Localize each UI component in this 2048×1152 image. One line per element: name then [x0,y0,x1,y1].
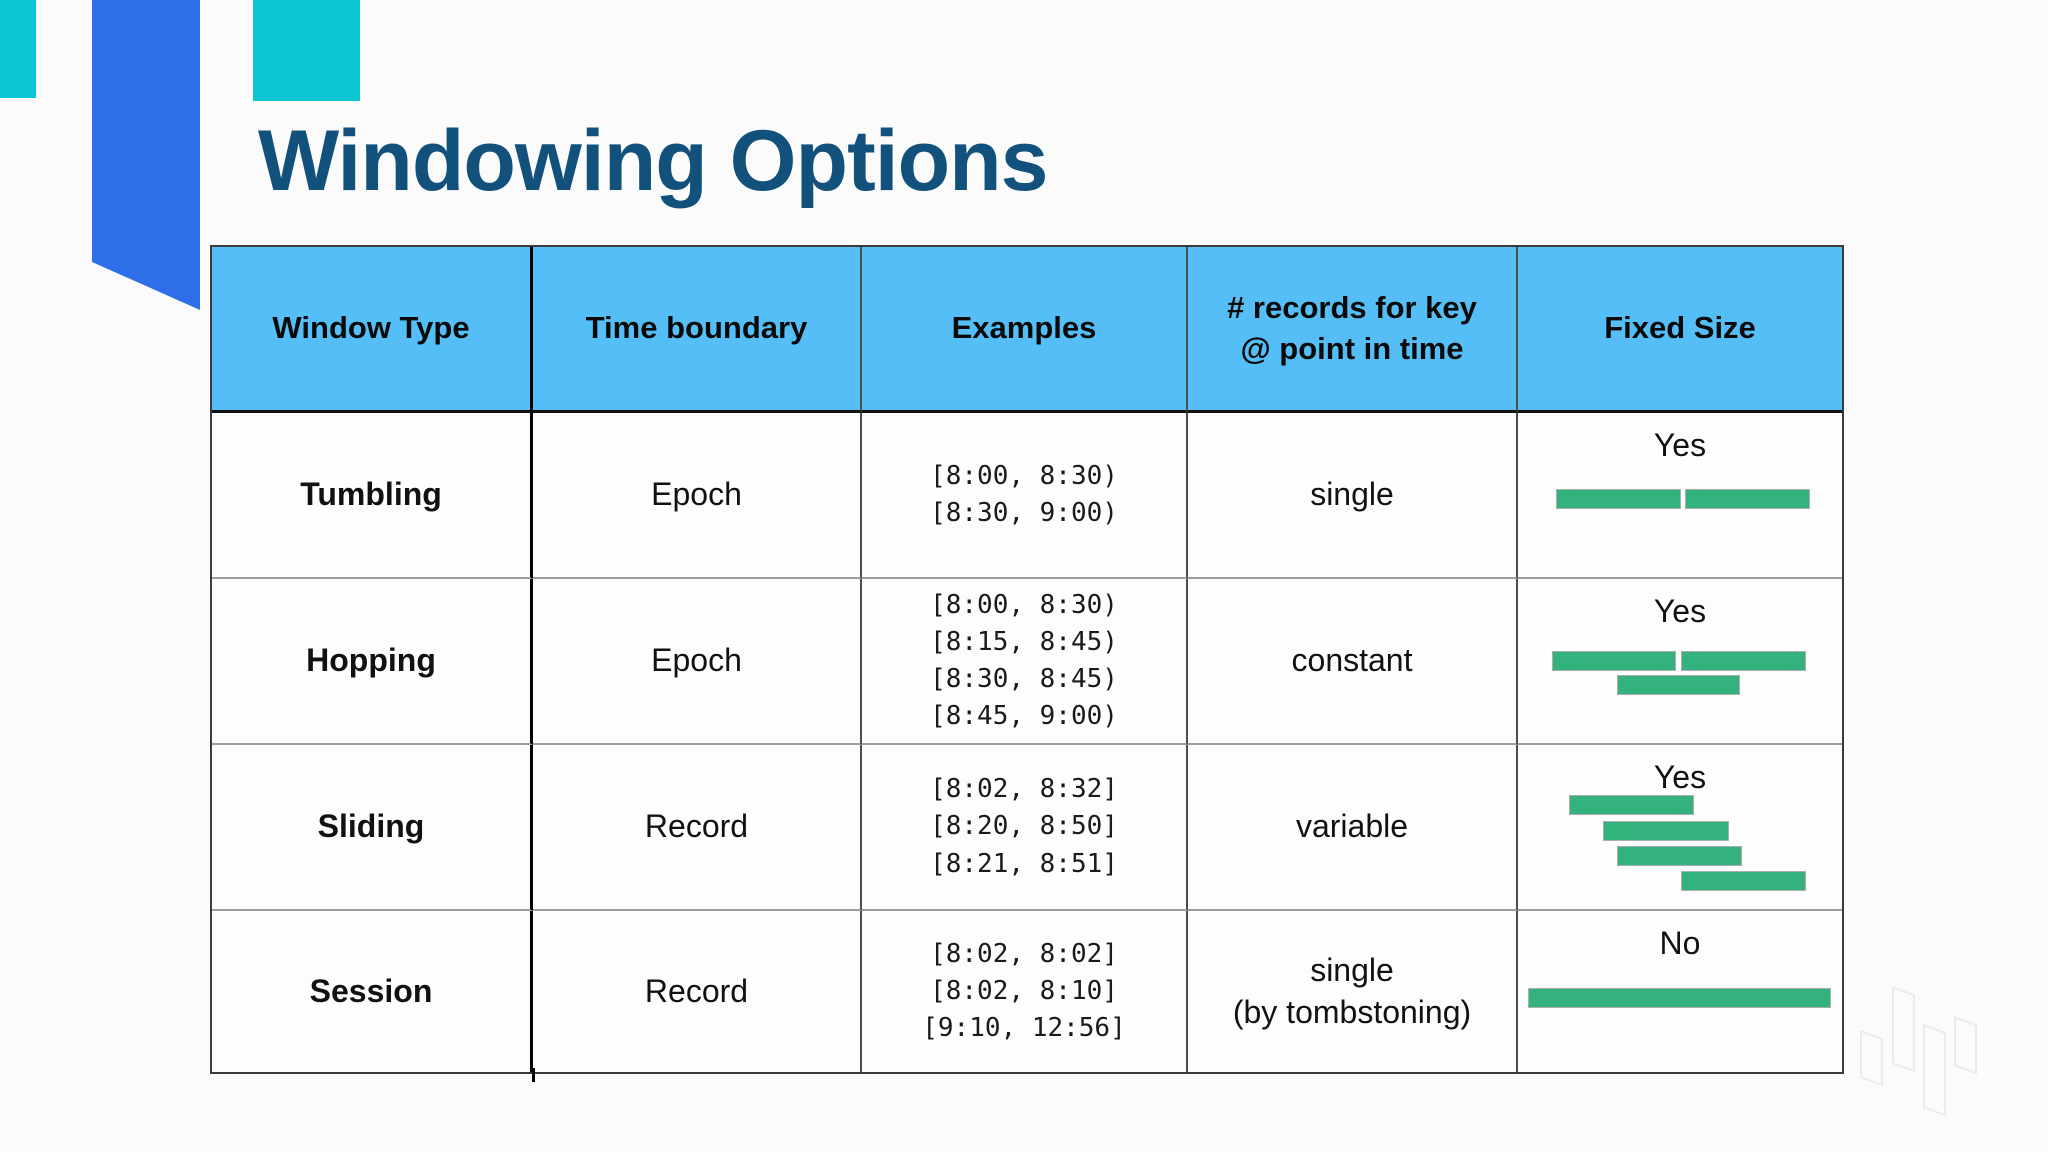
column-header-examples: Examples [862,247,1188,413]
window-bar [1617,846,1742,866]
table-cell-fixed-size: Yes [1518,745,1842,911]
table-cell-time-boundary: Record [533,745,862,911]
table-cell-window-type: Sliding [212,745,533,911]
column-header-time-boundary: Time boundary [533,247,862,413]
table-cell-time-boundary: Epoch [533,579,862,745]
windowing-options-table: Window Type Time boundary Examples # rec… [210,245,1844,1074]
fixed-size-label: Yes [1653,593,1707,629]
table-cell-time-boundary: Record [533,911,862,1072]
table-cell-window-type: Tumbling [212,413,533,579]
table-cell-records: single [1188,413,1518,579]
column-divider-overhang [532,1068,535,1082]
table-cell-examples: [8:00, 8:30) [8:30, 9:00) [862,413,1188,579]
column-header-records-for-key: # records for key @ point in time [1188,247,1518,413]
window-bar [1552,651,1676,671]
window-bar [1617,675,1740,695]
window-bar [1556,489,1681,509]
window-bar [1528,988,1831,1008]
fixed-size-label: Yes [1653,427,1707,463]
table-cell-time-boundary: Epoch [533,413,862,579]
table-cell-fixed-size: Yes [1518,579,1842,745]
column-header-fixed-size: Fixed Size [1518,247,1842,413]
fixed-size-label: Yes [1653,759,1707,795]
window-bar [1685,489,1810,509]
window-bar [1681,871,1806,891]
table-cell-records: constant [1188,579,1518,745]
table-cell-examples: [8:00, 8:30) [8:15, 8:45) [8:30, 8:45) [… [862,579,1188,745]
window-bar [1681,651,1806,671]
table-cell-examples: [8:02, 8:32] [8:20, 8:50] [8:21, 8:51] [862,745,1188,911]
page-title: Windowing Options [258,113,1049,209]
table-cell-fixed-size: No [1518,911,1842,1072]
table-cell-window-type: Hopping [212,579,533,745]
teal-edge-strip [0,0,36,98]
table-cell-window-type: Session [212,911,533,1072]
table-cell-records: single (by tombstoning) [1188,911,1518,1072]
fixed-size-label: No [1659,925,1701,961]
table-cell-records: variable [1188,745,1518,911]
table-cell-fixed-size: Yes [1518,413,1842,579]
column-header-window-type: Window Type [212,247,533,413]
teal-square-shape [253,0,360,101]
window-bar [1603,821,1729,841]
table-cell-examples: [8:02, 8:02] [8:02, 8:10] [9:10, 12:56] [862,911,1188,1072]
blue-ribbon-shape [92,0,200,310]
